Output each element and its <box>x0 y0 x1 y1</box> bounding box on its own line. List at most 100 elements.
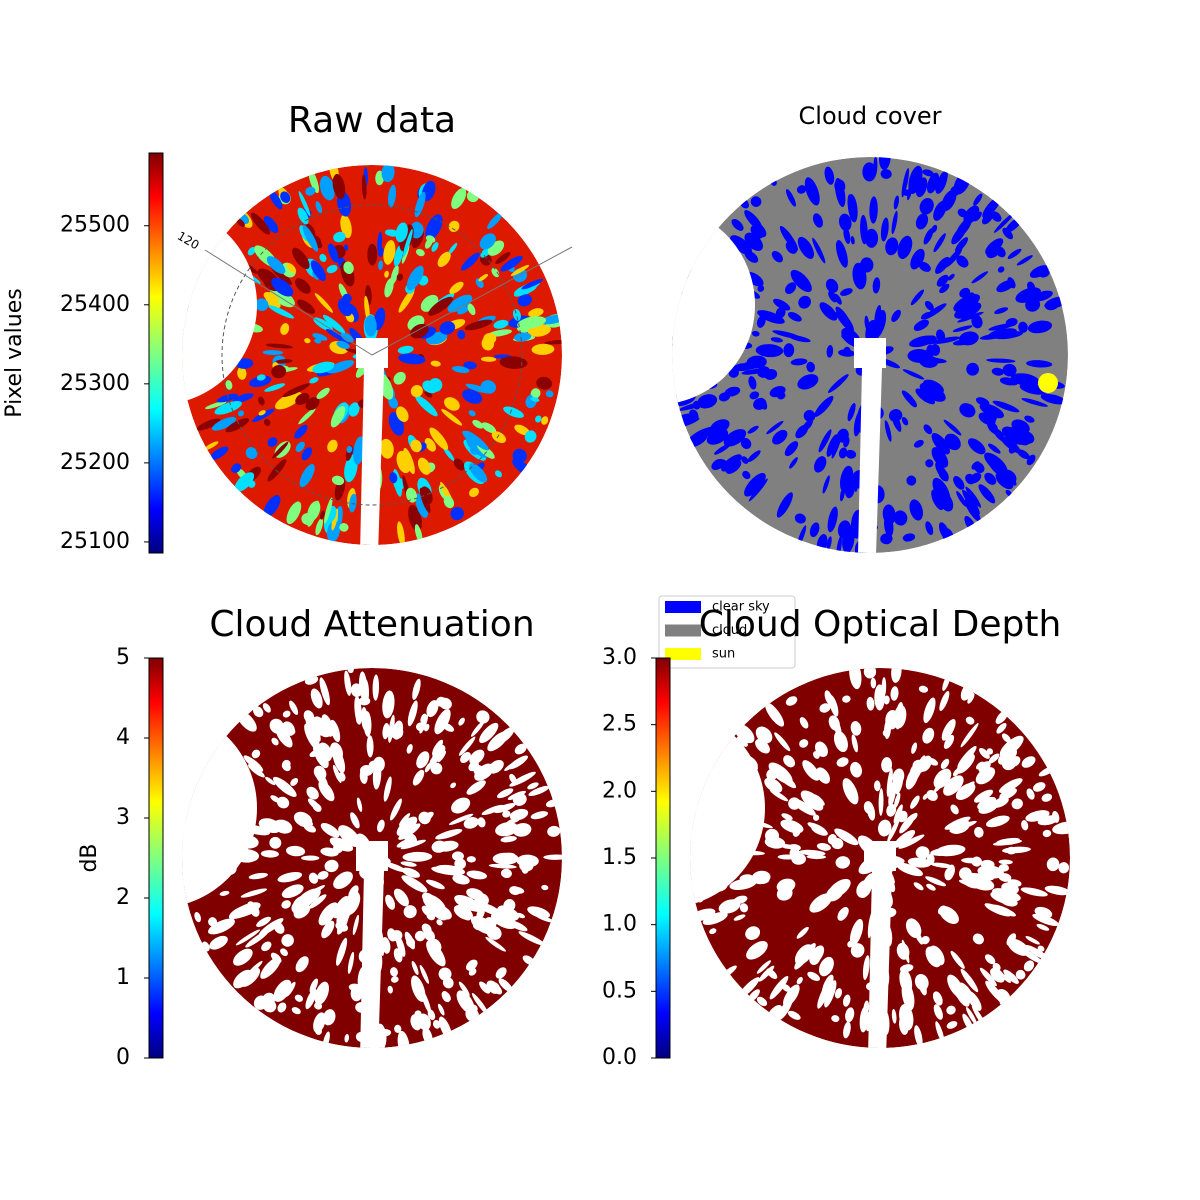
sky-blob <box>491 431 506 444</box>
sky-blob <box>780 819 804 834</box>
sky-blob <box>764 368 778 380</box>
sky-blob <box>338 825 361 847</box>
polar-label: 120 <box>175 229 202 253</box>
sky-blob <box>383 240 396 265</box>
sky-blob <box>925 521 934 535</box>
sky-blob <box>740 437 752 449</box>
sky-blob <box>766 968 778 980</box>
sky-blob <box>307 501 321 522</box>
sky-blob <box>448 220 460 232</box>
sky-blob <box>1026 454 1036 466</box>
panel-title: Cloud cover <box>799 102 942 130</box>
sky-blob <box>340 332 354 343</box>
sky-blob <box>893 804 903 824</box>
sky-blob <box>973 462 985 474</box>
sky-blob <box>543 854 562 860</box>
sky-blob <box>384 229 399 237</box>
sky-blob <box>409 833 418 844</box>
sky-blob <box>999 895 1018 907</box>
sky-blob <box>933 1004 943 1020</box>
sky-blob <box>863 1000 870 1016</box>
sky-blob <box>494 803 516 814</box>
sky-blob <box>909 335 935 348</box>
sky-blob <box>451 797 471 814</box>
sky-blob <box>518 931 546 946</box>
sky-blob <box>787 1010 801 1020</box>
sky-blob <box>957 311 984 323</box>
sky-blob <box>359 769 368 784</box>
sky-blob <box>320 823 340 838</box>
sky-blob <box>479 711 486 718</box>
sky-blob <box>295 956 309 973</box>
mask-arm <box>360 871 384 1048</box>
sky-blob <box>378 260 383 271</box>
sky-blob <box>466 856 476 863</box>
sky-blob <box>492 852 519 865</box>
sky-blob <box>301 855 320 861</box>
sky-blob <box>321 714 334 737</box>
sky-blob <box>487 212 503 230</box>
legend-label: sun <box>712 647 735 662</box>
sky-blob <box>787 312 802 322</box>
sky-blob <box>802 760 820 781</box>
sky-blob <box>326 264 338 274</box>
sky-blob <box>893 510 908 526</box>
sky-blob <box>757 310 785 324</box>
sky-blob <box>861 873 875 896</box>
sky-blob <box>931 432 950 455</box>
sky-blob <box>843 226 851 244</box>
sky-blob <box>474 763 494 781</box>
sky-blob <box>872 277 881 294</box>
sky-blob <box>939 905 959 924</box>
sky-blob <box>943 734 955 749</box>
sky-blob <box>235 358 254 369</box>
sky-blob <box>332 174 346 200</box>
sky-blob <box>298 407 316 425</box>
colorbar-tick-label: 3.0 <box>602 645 637 670</box>
sky-blob <box>965 473 976 485</box>
sky-blob <box>352 914 360 935</box>
sky-blob <box>842 778 859 805</box>
sky-blob <box>988 753 1000 764</box>
sky-blob <box>503 406 524 418</box>
sky-blob <box>297 888 321 906</box>
sky-blob <box>507 920 528 932</box>
sky-blob <box>381 165 395 183</box>
sky-blob <box>828 715 840 731</box>
sky-blob <box>470 445 480 455</box>
sky-blob <box>1042 815 1056 825</box>
sky-blob <box>304 723 320 751</box>
sky-blob <box>873 780 881 792</box>
sky-blob <box>393 948 403 963</box>
sky-blob <box>251 749 261 759</box>
sky-blob <box>975 397 990 407</box>
sky-blob <box>874 684 885 711</box>
sky-blob <box>785 696 798 706</box>
sky-blob <box>269 836 282 849</box>
sky-blob <box>248 872 268 880</box>
sky-blob <box>295 441 305 453</box>
sky-blob <box>267 459 287 482</box>
sky-blob <box>1002 379 1018 386</box>
sky-blob <box>891 210 898 235</box>
sky-blob <box>912 759 927 773</box>
sky-blob <box>266 256 286 274</box>
sky-blob <box>992 800 1000 808</box>
sky-blob <box>507 818 520 824</box>
sky-blob <box>849 918 864 946</box>
sky-blob <box>769 789 789 802</box>
sky-blob <box>463 361 477 370</box>
sky-blob <box>229 904 255 919</box>
sky-blob <box>514 424 530 436</box>
sky-blob <box>711 458 725 471</box>
sky-blob <box>310 688 323 709</box>
sky-blob <box>509 886 521 896</box>
sky-blob <box>338 772 346 782</box>
sky-blob <box>487 731 509 752</box>
sky-blob <box>235 929 261 946</box>
sky-blob <box>312 333 328 341</box>
sky-blob <box>478 273 489 282</box>
sky-blob <box>860 214 868 245</box>
sky-blob <box>388 714 395 743</box>
